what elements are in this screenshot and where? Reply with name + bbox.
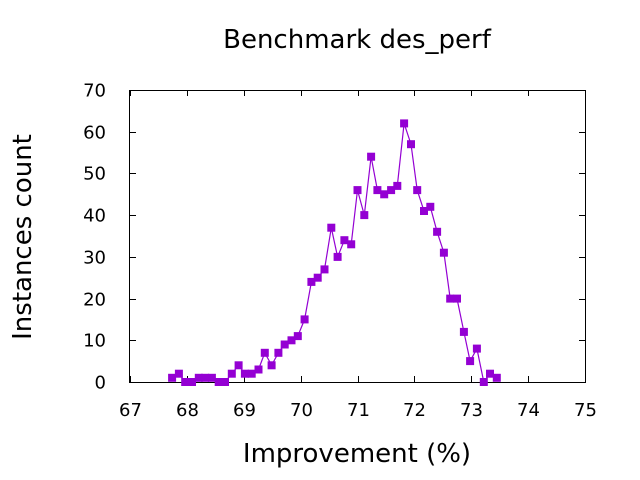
y-tick-label: 60 bbox=[83, 123, 106, 144]
data-point bbox=[274, 348, 283, 357]
x-tick-label: 70 bbox=[290, 400, 313, 421]
series-group bbox=[168, 119, 501, 386]
y-axis: 0 10 20 30 40 50 60 70 bbox=[83, 81, 585, 394]
data-point bbox=[466, 357, 475, 366]
x-tick-label: 71 bbox=[347, 400, 370, 421]
y-tick-label: 40 bbox=[83, 206, 106, 227]
data-point bbox=[360, 211, 369, 220]
data-point bbox=[433, 227, 442, 236]
data-point bbox=[472, 344, 481, 353]
y-axis-label: Instances count bbox=[8, 134, 38, 340]
data-point bbox=[201, 373, 210, 382]
data-point bbox=[254, 365, 263, 374]
data-point bbox=[320, 265, 329, 274]
data-point bbox=[407, 140, 415, 149]
y-tick-label: 50 bbox=[83, 164, 106, 185]
data-point bbox=[353, 186, 362, 195]
x-tick-label: 68 bbox=[176, 400, 199, 421]
data-point bbox=[347, 240, 356, 249]
data-point bbox=[313, 273, 322, 282]
x-tick-label: 73 bbox=[460, 400, 483, 421]
x-tick-label: 75 bbox=[574, 400, 597, 421]
data-point bbox=[420, 207, 428, 215]
x-tick-label: 72 bbox=[403, 400, 426, 421]
data-point bbox=[333, 252, 342, 261]
series-line bbox=[171, 123, 498, 384]
y-tick-label: 20 bbox=[83, 290, 106, 311]
data-point bbox=[373, 186, 382, 195]
x-tick-label: 67 bbox=[119, 400, 142, 421]
data-point bbox=[280, 340, 289, 349]
data-point bbox=[287, 336, 296, 345]
data-point bbox=[207, 373, 216, 382]
x-tick-label: 74 bbox=[517, 400, 540, 421]
data-point bbox=[240, 369, 249, 378]
data-point bbox=[486, 369, 494, 378]
x-axis-label: Improvement (%) bbox=[243, 439, 471, 469]
data-point bbox=[439, 248, 448, 257]
data-point bbox=[380, 190, 389, 199]
data-point bbox=[393, 181, 402, 190]
data-point bbox=[194, 373, 203, 382]
x-tick-label: 69 bbox=[233, 400, 256, 421]
data-point bbox=[188, 378, 196, 386]
data-point bbox=[453, 294, 461, 303]
data-point bbox=[214, 378, 223, 386]
data-point bbox=[426, 202, 435, 211]
data-point bbox=[168, 373, 177, 382]
y-tick-label: 10 bbox=[83, 331, 106, 352]
plot-frame bbox=[129, 90, 586, 383]
data-point bbox=[479, 378, 488, 386]
data-point bbox=[221, 378, 229, 386]
x-axis: 67 68 69 70 71 72 73 74 75 bbox=[119, 90, 597, 421]
data-point bbox=[174, 369, 183, 378]
data-point bbox=[260, 348, 269, 357]
data-point bbox=[300, 315, 309, 324]
data-point bbox=[387, 186, 396, 195]
data-point bbox=[367, 152, 376, 161]
data-point bbox=[413, 186, 422, 195]
chart-title: Benchmark des_perf bbox=[223, 25, 492, 55]
data-point bbox=[247, 369, 256, 378]
data-point bbox=[227, 369, 236, 378]
data-point bbox=[307, 277, 316, 286]
y-tick-label: 0 bbox=[95, 373, 106, 394]
y-tick-label: 30 bbox=[83, 248, 106, 269]
y-tick-label: 70 bbox=[83, 81, 106, 102]
data-point bbox=[327, 223, 336, 232]
data-point bbox=[492, 373, 501, 382]
data-point bbox=[400, 119, 409, 128]
data-point bbox=[234, 361, 243, 370]
data-point bbox=[293, 332, 302, 341]
data-point bbox=[267, 361, 276, 370]
data-point bbox=[459, 327, 468, 336]
data-point bbox=[446, 294, 455, 303]
data-point bbox=[340, 236, 349, 245]
data-point bbox=[181, 378, 190, 386]
